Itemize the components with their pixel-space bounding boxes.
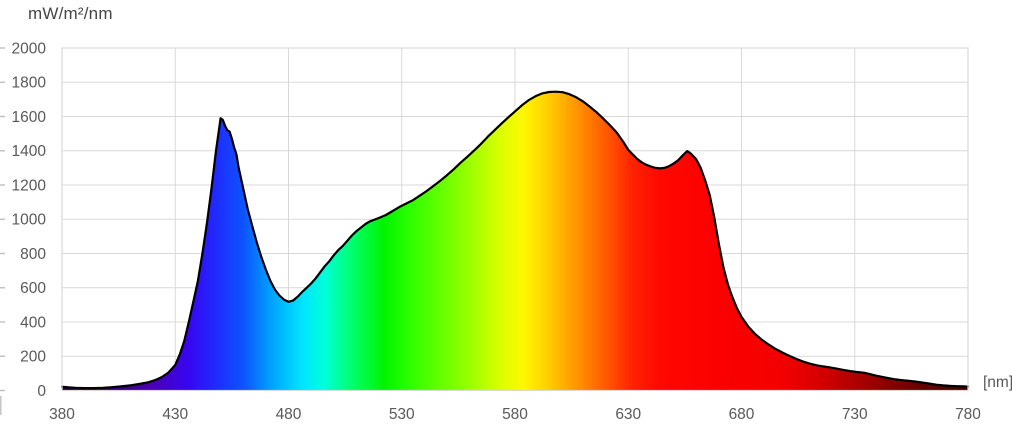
x-tick-label: 380 (49, 406, 75, 423)
spectrum-area-fill (62, 91, 968, 391)
x-tick-label: 680 (729, 406, 755, 423)
y-tick-label: 1600 (12, 109, 47, 126)
spectrum-curve (60, 90, 970, 390)
y-tick-label: 1800 (12, 75, 47, 92)
x-tick-label: 630 (615, 406, 641, 423)
x-tick-label: 480 (276, 406, 302, 423)
x-axis-unit-label: [nm] (983, 374, 1012, 391)
y-tick-label: 800 (20, 246, 46, 263)
y-axis-unit-label: mW/m²/nm (28, 4, 113, 23)
x-tick-label: 580 (502, 406, 528, 423)
plot-border (61, 47, 969, 392)
y-tick-label: 2000 (12, 40, 47, 57)
x-axis-labels: 380 430 480 530 580 630 680 730 780 (49, 406, 981, 423)
y-tick-label: 1400 (12, 143, 47, 160)
y-axis-ticks (0, 47, 5, 415)
y-tick-label: 1000 (12, 212, 47, 229)
y-tick-label: 200 (20, 349, 46, 366)
x-tick-label: 430 (162, 406, 188, 423)
y-tick-label: 400 (20, 314, 46, 331)
y-tick-label: 0 (37, 383, 46, 400)
x-tick-label: 530 (389, 406, 415, 423)
y-tick-label: 600 (20, 280, 46, 297)
y-tick-label: 1200 (12, 177, 47, 194)
x-tick-label: 730 (842, 406, 868, 423)
x-tick-label: 780 (955, 406, 981, 423)
y-axis-labels: 0 200 400 600 800 1000 1200 1400 1600 1800 2000 (12, 40, 47, 400)
